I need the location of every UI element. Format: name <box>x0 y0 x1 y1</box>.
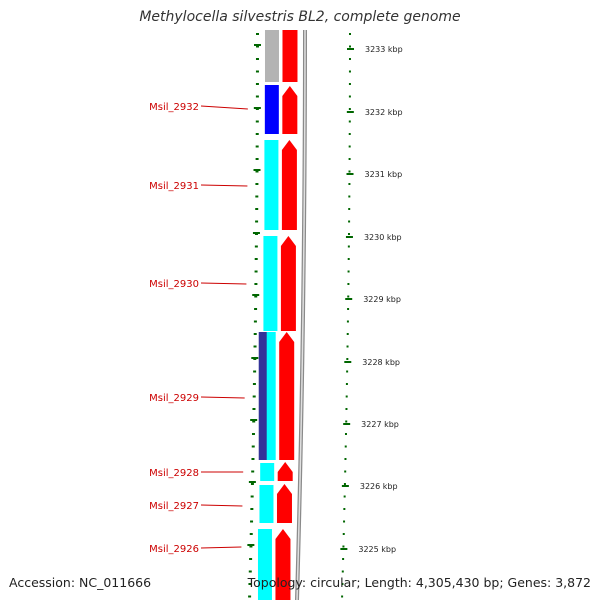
gene-label: Msil_2928 <box>149 468 199 479</box>
gene-label: Msil_2931 <box>149 181 199 192</box>
scale-tick-label: 3230 kbp <box>364 233 402 242</box>
gene-label-leader <box>200 184 248 187</box>
accession-text: Accession: NC_011666 <box>9 575 152 590</box>
gene-arrow-right <box>280 236 296 331</box>
gene-label-leader <box>200 282 247 285</box>
gene-block-left <box>260 463 275 481</box>
backbone-highlight <box>296 30 306 600</box>
gene-arrow-right <box>279 332 295 460</box>
gene-block-left <box>264 30 279 82</box>
gene-block-left <box>264 140 279 230</box>
backbone-outer <box>295 30 307 600</box>
gene-block-overlay <box>258 332 267 460</box>
gene-arrow-right <box>281 140 297 230</box>
scale-tick-label: 3227 kbp <box>361 420 399 429</box>
gene-label-leader <box>200 396 245 399</box>
gene-arrow-right <box>282 86 298 134</box>
scale-tick-label: 3232 kbp <box>365 108 403 117</box>
gene-label-leader <box>200 105 248 110</box>
gene-arrow-right <box>275 529 291 600</box>
scale-tick-label: 3229 kbp <box>363 295 401 304</box>
scale-tick-label: 3226 kbp <box>360 482 398 491</box>
gene-label: Msil_2927 <box>149 501 199 512</box>
gene-block-left <box>263 236 278 331</box>
gene-label-leader <box>200 546 242 549</box>
gene-label: Msil_2929 <box>149 393 199 404</box>
gene-block-left <box>259 485 274 523</box>
scale-tick-label: 3231 kbp <box>364 170 402 179</box>
gene-label: Msil_2926 <box>149 544 199 555</box>
topology-text: Topology: circular; Length: 4,305,430 bp… <box>247 575 591 590</box>
gene-block-left <box>264 85 279 134</box>
gene-arrow-right <box>276 484 292 523</box>
scale-tick-label: 3225 kbp <box>358 545 396 554</box>
gene-arrow-right <box>277 462 293 481</box>
gene-arrow-right <box>282 30 298 82</box>
scale-tick-label: 3233 kbp <box>365 45 403 54</box>
gene-label: Msil_2932 <box>149 102 199 113</box>
scale-tick-label: 3228 kbp <box>362 358 400 367</box>
gene-label-leader <box>200 504 243 507</box>
map-title: Methylocella silvestris BL2, complete ge… <box>139 9 461 25</box>
gene-block-left <box>257 529 272 600</box>
gene-label: Msil_2930 <box>149 279 199 290</box>
